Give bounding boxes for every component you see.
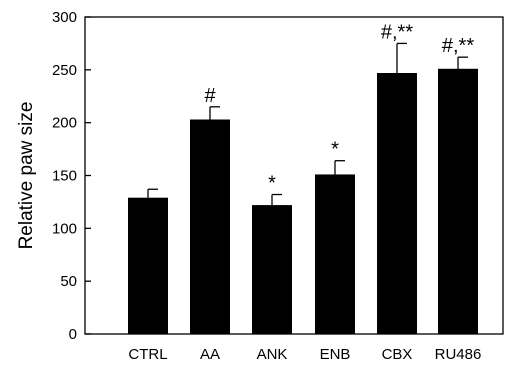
bar-series: # * * #,** #,** bbox=[128, 21, 478, 335]
y-tick-label: 0 bbox=[69, 326, 77, 343]
y-tick-label: 250 bbox=[52, 62, 77, 79]
y-tick-label: 50 bbox=[60, 273, 77, 290]
x-tick-label-ank: ANK bbox=[257, 346, 288, 363]
x-tick-label-ctrl: CTRL bbox=[128, 346, 167, 363]
significance-annotation: #,** bbox=[442, 35, 474, 57]
x-tick-label-ru486: RU486 bbox=[435, 346, 482, 363]
x-tick-label-enb: ENB bbox=[320, 346, 351, 363]
bar-cbx bbox=[377, 73, 417, 335]
category-labels: CTRL AA ANK ENB CBX RU486 bbox=[128, 346, 481, 363]
bar-ru486 bbox=[438, 68, 478, 334]
bar-ctrl bbox=[128, 197, 168, 334]
y-tick-label: 300 bbox=[52, 9, 77, 26]
y-axis-title: Relative paw size bbox=[16, 102, 37, 250]
significance-annotation: #,** bbox=[381, 21, 413, 43]
y-axis-ticks: 0 50 100 150 200 250 300 bbox=[52, 9, 91, 343]
significance-annotation: * bbox=[331, 139, 339, 161]
bar-aa bbox=[190, 119, 230, 334]
y-tick-label: 200 bbox=[52, 115, 77, 132]
y-tick-label: 100 bbox=[52, 220, 77, 237]
x-tick-label-aa: AA bbox=[200, 346, 220, 363]
y-tick-label: 150 bbox=[52, 168, 77, 185]
bar-ank bbox=[252, 205, 292, 334]
bar-enb bbox=[315, 174, 355, 334]
significance-annotation: # bbox=[204, 85, 216, 107]
significance-annotation: * bbox=[268, 173, 276, 195]
x-tick-label-cbx: CBX bbox=[382, 346, 413, 363]
